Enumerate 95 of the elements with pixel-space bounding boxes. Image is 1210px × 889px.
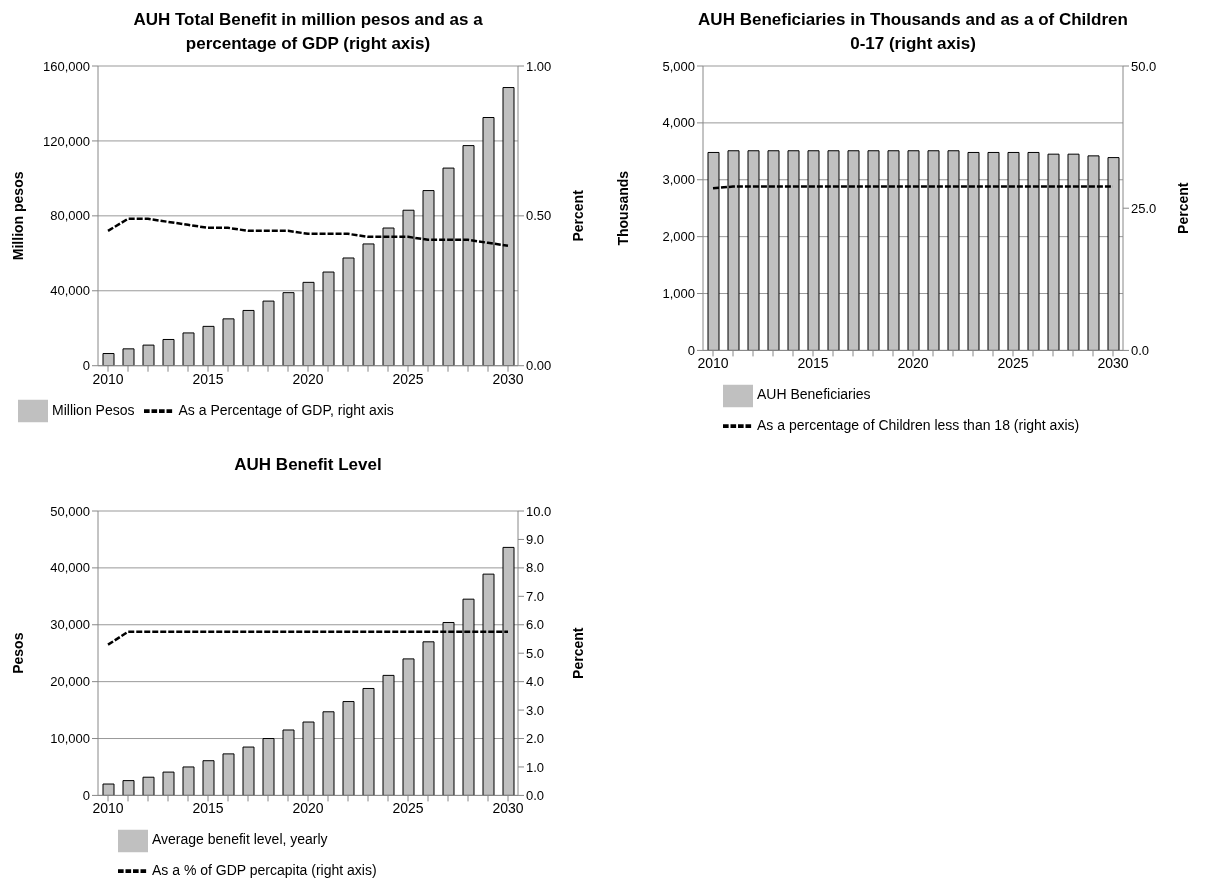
- x-tick-label: 2020: [897, 355, 929, 372]
- y2-tick-label: 5.0: [526, 645, 545, 661]
- y-tick-label: 3,000: [662, 172, 695, 188]
- bar: [162, 771, 175, 796]
- chart-title: AUH Beneficiaries in Thousands and as a of Children 0-17 (right axis): [697, 9, 1129, 55]
- y2-axis-title: Percent: [1174, 182, 1191, 234]
- bar: [182, 766, 195, 796]
- y2-tick-label: 0.00: [526, 358, 552, 374]
- x-tick-label: 2030: [492, 800, 524, 817]
- bar: [322, 271, 335, 366]
- y2-tick-label: 1.0: [526, 759, 545, 775]
- bar: [262, 738, 275, 796]
- bar: [142, 344, 155, 366]
- bar: [242, 746, 255, 796]
- y-tick-label: 120,000: [43, 133, 90, 149]
- bar: [162, 338, 175, 366]
- y2-tick-label: 9.0: [526, 532, 545, 548]
- legend-label: Average benefit level, yearly: [152, 831, 328, 848]
- bar: [242, 309, 255, 366]
- y2-tick-label: 1.00: [526, 58, 552, 74]
- chart-title: AUH Benefit Level: [233, 454, 383, 476]
- y-tick-label: 1,000: [662, 286, 695, 302]
- y2-tick-label: 6.0: [526, 617, 545, 633]
- bar: [182, 332, 195, 366]
- y-tick-label: 20,000: [50, 674, 90, 690]
- x-tick-label: 2030: [1097, 355, 1129, 372]
- legend-label: As a % of GDP percapita (right axis): [152, 861, 377, 878]
- bar: [102, 353, 115, 366]
- x-tick-label: 2015: [192, 370, 224, 387]
- x-tick-label: 2020: [292, 370, 324, 387]
- x-tick-label: 2010: [92, 370, 124, 387]
- bar: [342, 257, 355, 366]
- y2-tick-label: 3.0: [526, 702, 545, 718]
- x-tick-label: 2025: [997, 355, 1029, 372]
- y-tick-label: 10,000: [50, 731, 90, 747]
- x-tick-label: 2020: [292, 800, 324, 817]
- y-tick-label: 40,000: [50, 283, 90, 299]
- bar: [262, 300, 275, 366]
- y-axis-title: Thousands: [614, 170, 631, 246]
- bar: [362, 687, 375, 796]
- y2-tick-label: 7.0: [526, 588, 545, 604]
- bar: [122, 780, 135, 796]
- legend-label: AUH Beneficiaries: [757, 386, 871, 403]
- y2-tick-label: 8.0: [526, 560, 545, 576]
- bar: [302, 721, 315, 796]
- bar: [222, 753, 235, 796]
- bar: [142, 776, 155, 796]
- bar: [342, 701, 355, 796]
- bar: [362, 243, 375, 366]
- y-tick-label: 40,000: [50, 560, 90, 576]
- x-tick-label: 2010: [697, 355, 729, 372]
- y-tick-label: 50,000: [50, 503, 90, 519]
- y-axis-title: Million pesos: [9, 171, 26, 261]
- y-tick-label: 160,000: [43, 58, 90, 74]
- legend-label: As a percentage of Children less than 18 (right axis): [757, 416, 1080, 433]
- y-tick-label: 80,000: [50, 208, 90, 224]
- x-tick-label: 2030: [492, 370, 524, 387]
- bar: [202, 325, 215, 366]
- bar: [402, 658, 415, 796]
- y2-tick-label: 10.0: [526, 503, 552, 519]
- y2-tick-label: 4.0: [526, 674, 545, 690]
- x-tick-label: 2025: [392, 370, 424, 387]
- y-tick-label: 5,000: [662, 58, 695, 74]
- y2-axis-title: Percent: [569, 189, 586, 242]
- bar: [222, 318, 235, 366]
- y-tick-label: 2,000: [662, 229, 695, 245]
- bar: [102, 783, 115, 796]
- bar: [382, 674, 395, 796]
- y2-tick-label: 0.0: [1131, 343, 1150, 359]
- bar: [282, 292, 295, 366]
- y2-tick-label: 2.0: [526, 731, 545, 747]
- bar: [322, 711, 335, 796]
- y-tick-label: 0: [82, 788, 90, 804]
- x-tick-label: 2015: [797, 355, 829, 372]
- legend-label: As a Percentage of GDP, right axis: [178, 401, 394, 418]
- bar: [122, 348, 135, 366]
- x-tick-label: 2015: [192, 800, 224, 817]
- y2-tick-label: 0.0: [526, 788, 545, 804]
- y2-tick-label: 50.0: [1131, 58, 1157, 74]
- bar: [202, 760, 215, 796]
- y-tick-label: 0: [82, 358, 90, 374]
- y-axis-title: Pesos: [9, 632, 26, 674]
- chart-title: AUH Total Benefit in million pesos and as a percentage of GDP (right axis): [132, 9, 484, 55]
- bar: [302, 281, 315, 366]
- y2-tick-label: 25.0: [1131, 200, 1157, 216]
- y-tick-label: 4,000: [662, 115, 695, 131]
- legend-label: Million Pesos: [52, 401, 135, 418]
- x-tick-label: 2025: [392, 800, 424, 817]
- bar: [422, 641, 435, 796]
- y2-axis-title: Percent: [569, 627, 586, 679]
- x-tick-label: 2010: [92, 800, 124, 817]
- bar: [282, 729, 295, 796]
- y-tick-label: 30,000: [50, 617, 90, 633]
- y2-tick-label: 0.50: [526, 208, 552, 224]
- y-tick-label: 0: [687, 343, 695, 359]
